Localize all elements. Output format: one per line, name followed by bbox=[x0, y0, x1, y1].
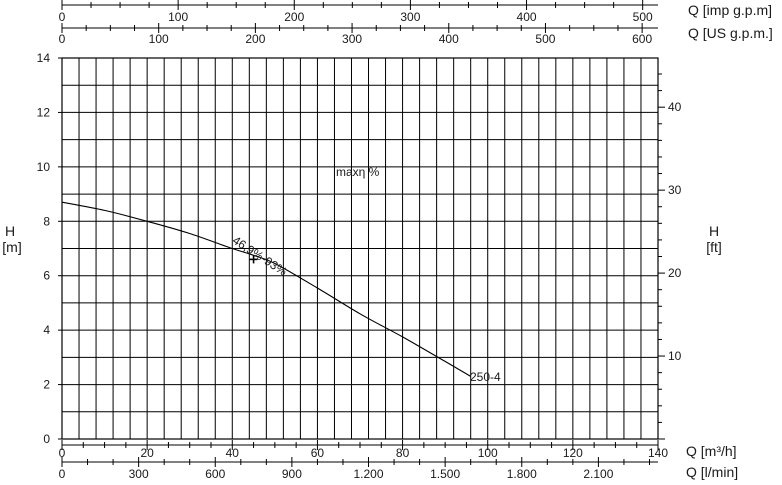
y-right-tick-label: 30 bbox=[668, 183, 682, 197]
x-top-2-axis-tick-label: 600 bbox=[632, 32, 652, 46]
x-top-1-axis-label: Q [imp g.p.m] bbox=[688, 2, 772, 18]
bep-efficiency-label: 46,9%-93% bbox=[230, 233, 290, 279]
x-top-2-axis-tick-label: 200 bbox=[245, 32, 265, 46]
x-bottom-1-axis-tick-label: 120 bbox=[563, 446, 583, 460]
y-left-tick-label: 12 bbox=[37, 105, 51, 119]
x-top-2-axis-tick-label: 400 bbox=[439, 32, 459, 46]
x-top-2-axis-label: Q [US g.p.m.] bbox=[688, 25, 773, 41]
y-left-tick-label: 10 bbox=[37, 160, 51, 174]
bep-marker bbox=[249, 255, 258, 264]
x-bottom-2-axis-tick-label: 1.800 bbox=[507, 467, 537, 481]
x-top-1-axis-tick-label: 500 bbox=[633, 10, 653, 24]
x-bottom-1-axis-tick-label: 140 bbox=[648, 446, 668, 460]
y-right-axis-label: H bbox=[709, 223, 719, 239]
series-line-250-4 bbox=[61, 201, 471, 377]
grid bbox=[61, 57, 659, 440]
plot-frame bbox=[61, 57, 659, 440]
x-top-1-axis-tick-label: 200 bbox=[284, 10, 304, 24]
axis-ticks bbox=[58, 0, 665, 467]
x-top-1-axis-tick-label: 0 bbox=[59, 10, 66, 24]
x-top-1-axis-tick-label: 400 bbox=[517, 10, 537, 24]
x-bottom-1-axis-tick-label: 40 bbox=[226, 446, 240, 460]
x-bottom-1-axis-tick-label: 100 bbox=[478, 446, 498, 460]
x-bottom-1-axis-tick-label: 80 bbox=[396, 446, 410, 460]
x-bottom-1-axis-label: Q [m³/h] bbox=[686, 443, 737, 459]
y-left-tick-label: 14 bbox=[37, 51, 51, 65]
x-bottom-1-axis-tick-label: 0 bbox=[59, 446, 66, 460]
y-left-axis-unit: [m] bbox=[2, 239, 21, 255]
y-right-tick-label: 20 bbox=[668, 266, 682, 280]
x-bottom-2-axis-tick-label: 2.100 bbox=[583, 467, 613, 481]
x-bottom-1-axis-tick-label: 60 bbox=[311, 446, 325, 460]
y-left-tick-label: 6 bbox=[43, 269, 50, 283]
y-right-tick-label: 40 bbox=[668, 100, 682, 114]
x-bottom-2-axis-tick-label: 300 bbox=[129, 467, 149, 481]
y-right-axis-unit: [ft] bbox=[706, 239, 722, 255]
y-left-tick-label: 4 bbox=[43, 323, 50, 337]
x-bottom-1-axis-tick-label: 20 bbox=[140, 446, 154, 460]
y-left-tick-label: 2 bbox=[43, 378, 50, 392]
y-left-tick-label: 8 bbox=[43, 214, 50, 228]
x-top-1-axis-tick-label: 100 bbox=[168, 10, 188, 24]
y-right-tick-label: 10 bbox=[668, 349, 682, 363]
x-bottom-2-axis-tick-label: 0 bbox=[59, 467, 66, 481]
y-left-tick-label: 0 bbox=[43, 432, 50, 446]
x-top-2-axis-tick-label: 300 bbox=[342, 32, 362, 46]
series-label-250-4: 250-4 bbox=[470, 370, 501, 384]
x-bottom-2-axis-tick-label: 1.200 bbox=[353, 467, 383, 481]
x-bottom-2-axis-tick-label: 900 bbox=[282, 467, 302, 481]
x-top-1-axis-tick-label: 300 bbox=[400, 10, 420, 24]
x-top-2-axis-tick-label: 500 bbox=[535, 32, 555, 46]
x-top-2-axis-tick-label: 0 bbox=[59, 32, 66, 46]
x-bottom-2-axis-label: Q [l/min] bbox=[686, 464, 738, 480]
y-left-axis-label: H bbox=[5, 223, 15, 239]
x-bottom-2-axis-tick-label: 1.500 bbox=[430, 467, 460, 481]
curves bbox=[61, 201, 471, 377]
x-bottom-2-axis-tick-label: 600 bbox=[205, 467, 225, 481]
max-efficiency-annotation: maxη % bbox=[336, 165, 380, 179]
x-top-2-axis-tick-label: 100 bbox=[149, 32, 169, 46]
